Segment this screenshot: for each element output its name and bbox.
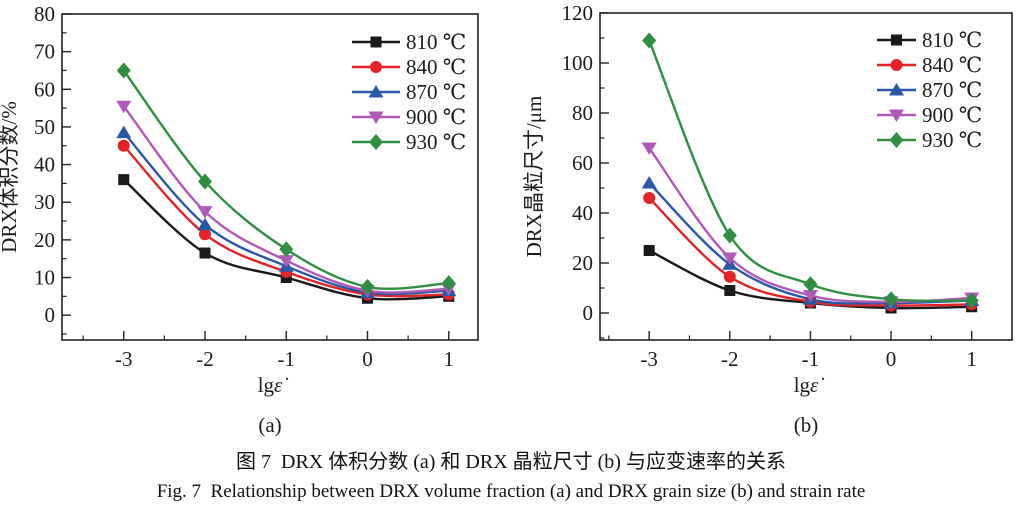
- data-point-marker: [641, 142, 657, 155]
- y-tick-label: 20: [572, 251, 593, 275]
- y-tick-label: 40: [34, 153, 55, 177]
- legend-item-label: 930 ℃: [922, 128, 982, 152]
- y-tick-label: 50: [34, 115, 55, 139]
- x-tick-label: 0: [362, 347, 373, 371]
- caption-english: Fig. 7 Relationship between DRX volume f…: [156, 481, 866, 502]
- data-point-marker: [643, 245, 655, 256]
- data-point-marker: [116, 125, 132, 139]
- x-tick-label: -1: [802, 347, 820, 371]
- legend-item-label: 900 ℃: [406, 105, 466, 129]
- caption-chinese: 图 7 DRX 体积分数 (a) 和 DRX 晶粒尺寸 (b) 与应变速率的关系: [236, 451, 786, 473]
- data-point-marker: [116, 100, 132, 114]
- y-axis-title: DRX体积分数/%: [0, 101, 21, 253]
- x-axis-title: lgε̇: [794, 373, 825, 397]
- legend-item-label: 930 ℃: [406, 130, 466, 154]
- legend-item-label: 810 ℃: [406, 30, 466, 54]
- y-tick-label: 30: [34, 190, 55, 214]
- legend-triangle-up-marker: [889, 83, 904, 96]
- data-point-marker: [722, 252, 738, 265]
- data-point-marker: [118, 174, 130, 186]
- panel-label: (a): [258, 413, 281, 437]
- x-tick-label: 1: [444, 347, 455, 371]
- data-point-marker: [117, 139, 130, 152]
- y-tick-label: 0: [45, 303, 56, 327]
- y-tick-label: 100: [562, 51, 594, 75]
- data-point-marker: [723, 270, 736, 283]
- data-point-marker: [199, 228, 211, 241]
- chart-panel-a: 0 10 20 30 40 50 60 70 80 -3 -2 -1 0 1 810 ℃ 840 ℃ 870 ℃…: [0, 0, 511, 445]
- legend-item-label: 810 ℃: [922, 28, 982, 52]
- x-axis-title: lgε̇: [258, 373, 289, 397]
- data-point-marker: [197, 206, 213, 219]
- x-tick-label: -1: [278, 347, 296, 371]
- y-tick-label: 10: [34, 266, 55, 290]
- legend-diamond-marker: [889, 132, 904, 148]
- y-tick-label: 20: [34, 228, 55, 252]
- data-point-marker: [964, 292, 979, 309]
- y-tick-label: 120: [562, 1, 594, 25]
- legend-item-label: 840 ℃: [406, 55, 466, 79]
- data-point-marker: [724, 285, 736, 296]
- plot-frame: [61, 13, 479, 341]
- data-point-marker: [884, 291, 899, 308]
- y-tick-label: 60: [34, 77, 55, 101]
- data-point-marker: [197, 217, 213, 231]
- x-tick-label: -3: [115, 347, 133, 371]
- y-tick-label: 40: [572, 201, 593, 225]
- y-axis-title: DRX晶粒尺寸/μm: [522, 96, 546, 258]
- x-tick-label: 1: [966, 347, 977, 371]
- panel-label: (b): [794, 413, 819, 437]
- data-point-marker: [643, 192, 656, 204]
- legend-square-marker: [370, 36, 382, 48]
- legend-circle-marker: [370, 61, 382, 73]
- legend-circle-marker: [890, 59, 903, 71]
- y-tick-label: 60: [572, 151, 593, 175]
- x-tick-label: 0: [886, 347, 897, 371]
- chart-panel-b: 0 20 40 60 80 100 120 -3 -2 -1 0 1 810 ℃ 840 ℃ 870 ℃ 90…: [511, 0, 1022, 445]
- legend-triangle-down-marker: [889, 109, 904, 122]
- legend-square-marker: [891, 34, 902, 46]
- y-tick-label: 70: [34, 40, 55, 64]
- data-point-marker: [278, 255, 294, 268]
- x-tick-label: -2: [196, 347, 214, 371]
- legend-item-label: 870 ℃: [406, 80, 466, 104]
- data-point-marker: [642, 32, 657, 49]
- data-point-marker: [198, 173, 212, 190]
- legend-item-label: 900 ℃: [922, 103, 982, 127]
- legend-triangle-down-marker: [368, 111, 384, 124]
- data-point-marker: [803, 276, 818, 293]
- plot-frame: [599, 12, 1013, 341]
- series-curve: [648, 40, 972, 303]
- data-point-marker: [722, 227, 737, 244]
- data-point-marker: [802, 290, 818, 303]
- legend-item-label: 840 ℃: [922, 53, 982, 77]
- data-point-marker: [441, 275, 456, 292]
- y-tick-label: 0: [583, 301, 594, 325]
- legend-triangle-up-marker: [368, 85, 384, 98]
- legend-diamond-marker: [369, 134, 383, 150]
- data-point-marker: [360, 278, 375, 295]
- legend-item-label: 870 ℃: [922, 78, 982, 102]
- x-tick-label: -3: [640, 347, 658, 371]
- charts-row: 0 10 20 30 40 50 60 70 80 -3 -2 -1 0 1 810 ℃ 840 ℃ 870 ℃…: [0, 0, 1022, 445]
- data-point-marker: [279, 241, 294, 258]
- data-point-marker: [641, 176, 657, 189]
- data-point-marker: [116, 62, 131, 79]
- y-tick-label: 80: [34, 2, 55, 26]
- y-tick-label: 80: [572, 101, 593, 125]
- x-tick-label: -2: [721, 347, 739, 371]
- data-point-marker: [199, 247, 211, 259]
